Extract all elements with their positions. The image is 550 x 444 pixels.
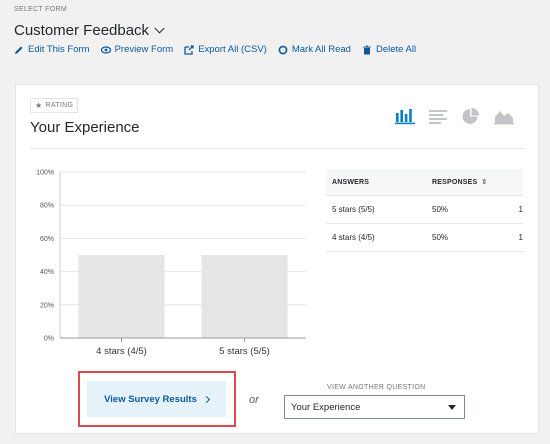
percent-cell: 50% — [432, 205, 449, 214]
pie-chart-view-button[interactable] — [460, 107, 482, 125]
responses-header[interactable]: RESPONSES ⇕ — [432, 178, 523, 187]
table-row: 5 stars (5/5) 50% 1 — [326, 196, 523, 224]
y-tick-label: 60% — [40, 236, 54, 243]
mark-all-read-label: Mark All Read — [291, 44, 351, 55]
selected-question: Your Experience — [291, 401, 361, 413]
bar — [201, 255, 288, 338]
answer-cell: 4 stars (4/5) — [332, 233, 375, 242]
edit-form-link[interactable]: Edit This Form — [14, 44, 90, 55]
list-icon — [429, 110, 447, 124]
highlight-box — [78, 371, 236, 427]
percent-cell: 50% — [432, 233, 449, 242]
y-tick-label: 20% — [40, 302, 54, 309]
responses-table: ANSWERS RESPONSES ⇕ 5 stars (5/5) 50% 1 … — [326, 169, 523, 252]
view-another-question-label: VIEW ANOTHER QUESTION — [327, 384, 426, 391]
mark-all-read-link[interactable]: Mark All Read — [278, 44, 351, 55]
table-header-row: ANSWERS RESPONSES ⇕ — [326, 169, 523, 196]
x-tick-label: 5 stars (5/5) — [219, 346, 270, 357]
chart-type-switcher — [394, 107, 526, 125]
x-tick-label: 4 stars (4/5) — [96, 346, 147, 357]
form-selector-area: SELECT FORM Customer Feedback — [14, 6, 165, 39]
rating-badge-label: RATING — [45, 102, 74, 109]
delete-all-link[interactable]: Delete All — [362, 44, 416, 55]
preview-form-label: Preview Form — [114, 44, 174, 55]
question-select[interactable]: Your Experience — [284, 395, 465, 419]
chevron-right-icon — [202, 395, 210, 403]
chevron-down-icon — [154, 23, 165, 34]
table-row: 4 stars (4/5) 50% 1 — [326, 224, 523, 252]
trash-icon — [363, 45, 371, 54]
or-separator: or — [249, 394, 259, 406]
view-survey-results-label: View Survey Results — [104, 393, 197, 405]
card-divider — [30, 148, 524, 149]
select-form-label: SELECT FORM — [14, 6, 67, 13]
pencil-icon — [15, 46, 23, 54]
bar-chart-svg: 0% 20% 40% 60% 80% 100% 4 stars (4/5) 5 stars (… — [36, 170, 306, 357]
question-title: Your Experience — [30, 119, 140, 136]
rating-badge: ★ RATING — [30, 98, 79, 113]
answer-cell: 5 stars (5/5) — [332, 205, 375, 214]
bar-chart: 0% 20% 40% 60% 80% 100% 4 stars (4/5) 5 stars (… — [16, 163, 316, 368]
form-name: Customer Feedback — [14, 22, 150, 39]
circle-icon — [278, 45, 288, 54]
pie-chart-icon — [462, 108, 479, 124]
dropdown-arrow-icon — [448, 405, 456, 410]
y-tick-label: 100% — [36, 170, 54, 177]
form-actions-bar: Edit This Form Preview Form Export All (… — [14, 44, 427, 55]
delete-all-label: Delete All — [375, 44, 417, 55]
export-csv-label: Export All (CSV) — [198, 44, 267, 55]
eye-icon — [100, 45, 111, 54]
bar-chart-icon — [395, 109, 415, 125]
y-tick-label: 40% — [40, 269, 54, 276]
list-view-button[interactable] — [427, 107, 449, 125]
export-csv-link[interactable]: Export All (CSV) — [184, 44, 267, 55]
bar-chart-view-button[interactable] — [394, 107, 416, 125]
export-icon — [184, 44, 194, 55]
star-icon: ★ — [35, 101, 43, 110]
view-survey-results-button[interactable]: View Survey Results — [87, 381, 226, 417]
count-cell: 1 — [518, 233, 523, 242]
y-tick-label: 0% — [44, 336, 54, 343]
preview-form-link[interactable]: Preview Form — [100, 44, 174, 55]
y-tick-label: 80% — [40, 203, 54, 210]
edit-form-label: Edit This Form — [28, 44, 90, 55]
count-cell: 1 — [518, 205, 523, 214]
area-chart-icon — [494, 111, 514, 125]
area-chart-view-button[interactable] — [493, 107, 515, 125]
sort-icon: ⇕ — [481, 179, 488, 186]
form-select-dropdown[interactable]: Customer Feedback — [14, 22, 165, 39]
question-card: ★ RATING Your Experience — [15, 84, 539, 434]
responses-header-label: RESPONSES — [432, 178, 478, 186]
answers-header: ANSWERS — [332, 178, 370, 186]
bar — [78, 255, 165, 338]
